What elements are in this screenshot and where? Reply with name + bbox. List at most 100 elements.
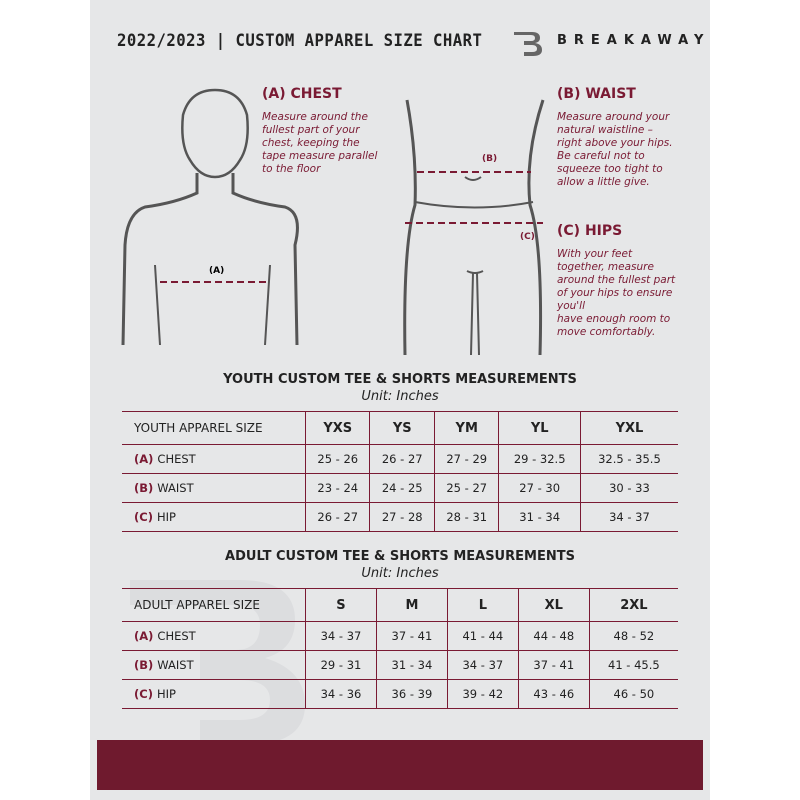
footer-band [97, 740, 703, 790]
measurement-cell: 41 - 44 [447, 621, 519, 651]
measurement-cell: 44 - 48 [518, 621, 590, 651]
measure-label: (B) WAIST [122, 650, 306, 680]
measurement-cell: 23 - 24 [305, 473, 371, 503]
measurement-cell: 34 - 37 [447, 650, 519, 680]
measurement-cell: 29 - 32.5 [498, 444, 581, 474]
measurement-cell: 25 - 26 [305, 444, 371, 474]
measurement-cell: 27 - 29 [434, 444, 500, 474]
desc-line: Measure around the [262, 111, 368, 123]
measurement-cell: 31 - 34 [498, 502, 581, 532]
waist-heading: (B) WAIST [557, 86, 636, 102]
desc-line: together, measure [557, 261, 654, 273]
desc-line: Be careful not to [557, 150, 645, 162]
table-header-row: ADULT APPAREL SIZE S M L XL 2XL [122, 588, 678, 622]
measure-code: (C) [134, 687, 153, 701]
measurement-cell: 27 - 30 [498, 473, 581, 503]
table-row: (B) WAIST 29 - 31 31 - 34 34 - 37 37 - 41 41 -… [122, 650, 678, 680]
waist-marker-label: (B) [482, 154, 498, 164]
measure-code: (A) [134, 452, 154, 466]
size-header: YXL [580, 411, 678, 445]
brand-name: BREAKAWAY [557, 33, 711, 48]
desc-line: have enough room to [557, 313, 671, 325]
measure-label: (A) CHEST [122, 444, 306, 474]
measurement-cell: 27 - 28 [369, 502, 435, 532]
youth-size-table: YOUTH APPAREL SIZE YXS YS YM YL YXL (A) C… [122, 411, 678, 532]
waist-description: Measure around your natural waistline – ri… [557, 111, 673, 189]
desc-line: squeeze too tight to [557, 163, 663, 175]
size-header: XL [518, 588, 590, 622]
desc-line: allow a little give. [557, 176, 650, 188]
measurement-cell: 31 - 34 [376, 650, 448, 680]
breakaway-logo-icon [514, 32, 542, 56]
chest-figure-illustration [121, 88, 299, 346]
youth-table-unit: Unit: Inches [361, 389, 439, 404]
measure-label: (B) WAIST [122, 473, 306, 503]
measurement-cell: 34 - 37 [305, 621, 377, 651]
hips-description: With your feet together, measure around th… [557, 248, 675, 339]
desc-line: fullest part of your [262, 124, 360, 136]
desc-line: chest, keeping the [262, 137, 360, 149]
measure-name: CHEST [157, 629, 196, 643]
measurement-cell: 34 - 36 [305, 679, 377, 709]
measurement-cell: 29 - 31 [305, 650, 377, 680]
table-row: (B) WAIST 23 - 24 24 - 25 25 - 27 27 - 30 30 -… [122, 473, 678, 503]
hips-marker-label: (C) [520, 232, 535, 242]
desc-line: Measure around your [557, 111, 670, 123]
size-header: L [447, 588, 519, 622]
size-label: YOUTH APPAREL SIZE [122, 411, 306, 445]
adult-table-title: ADULT CUSTOM TEE & SHORTS MEASUREMENTS [225, 549, 575, 564]
size-header: YXS [305, 411, 371, 445]
desc-line: With your feet [557, 248, 633, 260]
table-header-row: YOUTH APPAREL SIZE YXS YS YM YL YXL [122, 411, 678, 445]
measure-name: HIP [156, 687, 176, 701]
adult-size-table: ADULT APPAREL SIZE S M L XL 2XL (A) CHEST… [122, 588, 678, 709]
measurement-cell: 39 - 42 [447, 679, 519, 709]
desc-line: of your hips to ensure [557, 287, 673, 299]
table-row: (C) HIP 34 - 36 36 - 39 39 - 42 43 - 46 46 - 5… [122, 679, 678, 709]
chest-marker-label: (A) [209, 266, 225, 276]
youth-table-title: YOUTH CUSTOM TEE & SHORTS MEASUREMENTS [223, 372, 577, 387]
measurement-cell: 34 - 37 [580, 502, 678, 532]
measurement-cell: 37 - 41 [376, 621, 448, 651]
hips-heading: (C) HIPS [557, 223, 623, 239]
table-row: (A) CHEST 34 - 37 37 - 41 41 - 44 44 - 48 48 -… [122, 621, 678, 651]
measurement-cell: 46 - 50 [589, 679, 678, 709]
measurement-cell: 37 - 41 [518, 650, 590, 680]
measurement-cell: 43 - 46 [518, 679, 590, 709]
measure-name: WAIST [157, 658, 194, 672]
measure-label: (C) HIP [122, 502, 306, 532]
desc-line: natural waistline – [557, 124, 653, 136]
measure-code: (C) [134, 510, 153, 524]
measure-code: (A) [134, 629, 154, 643]
measure-label: (C) HIP [122, 679, 306, 709]
size-header: YM [434, 411, 500, 445]
measurement-cell: 26 - 27 [369, 444, 435, 474]
size-header: S [305, 588, 377, 622]
desc-line: to the floor [262, 163, 321, 175]
desc-line: move comfortably. [557, 326, 656, 338]
measurement-cell: 26 - 27 [305, 502, 371, 532]
chest-description: Measure around the fullest part of your ch… [262, 111, 377, 176]
desc-line: tape measure parallel [262, 150, 378, 162]
size-header: YL [498, 411, 581, 445]
size-header: YS [369, 411, 435, 445]
measure-code: (B) [134, 658, 154, 672]
measure-label: (A) CHEST [122, 621, 306, 651]
table-row: (A) CHEST 25 - 26 26 - 27 27 - 29 29 - 32.5 32… [122, 444, 678, 474]
measurement-cell: 24 - 25 [369, 473, 435, 503]
measurement-cell: 25 - 27 [434, 473, 500, 503]
measurement-cell: 30 - 33 [580, 473, 678, 503]
size-header: 2XL [589, 588, 678, 622]
size-header: M [376, 588, 448, 622]
chest-heading: (A) CHEST [262, 86, 342, 102]
measure-code: (B) [134, 481, 154, 495]
measure-name: WAIST [157, 481, 194, 495]
measurement-cell: 32.5 - 35.5 [580, 444, 678, 474]
size-label: ADULT APPAREL SIZE [122, 588, 306, 622]
measurement-cell: 41 - 45.5 [589, 650, 678, 680]
measure-name: CHEST [157, 452, 196, 466]
adult-table-unit: Unit: Inches [361, 566, 439, 581]
desc-line: you'll [557, 300, 586, 312]
measure-name: HIP [156, 510, 176, 524]
page-title: 2022/2023 | CUSTOM APPAREL SIZE CHART [117, 31, 483, 51]
